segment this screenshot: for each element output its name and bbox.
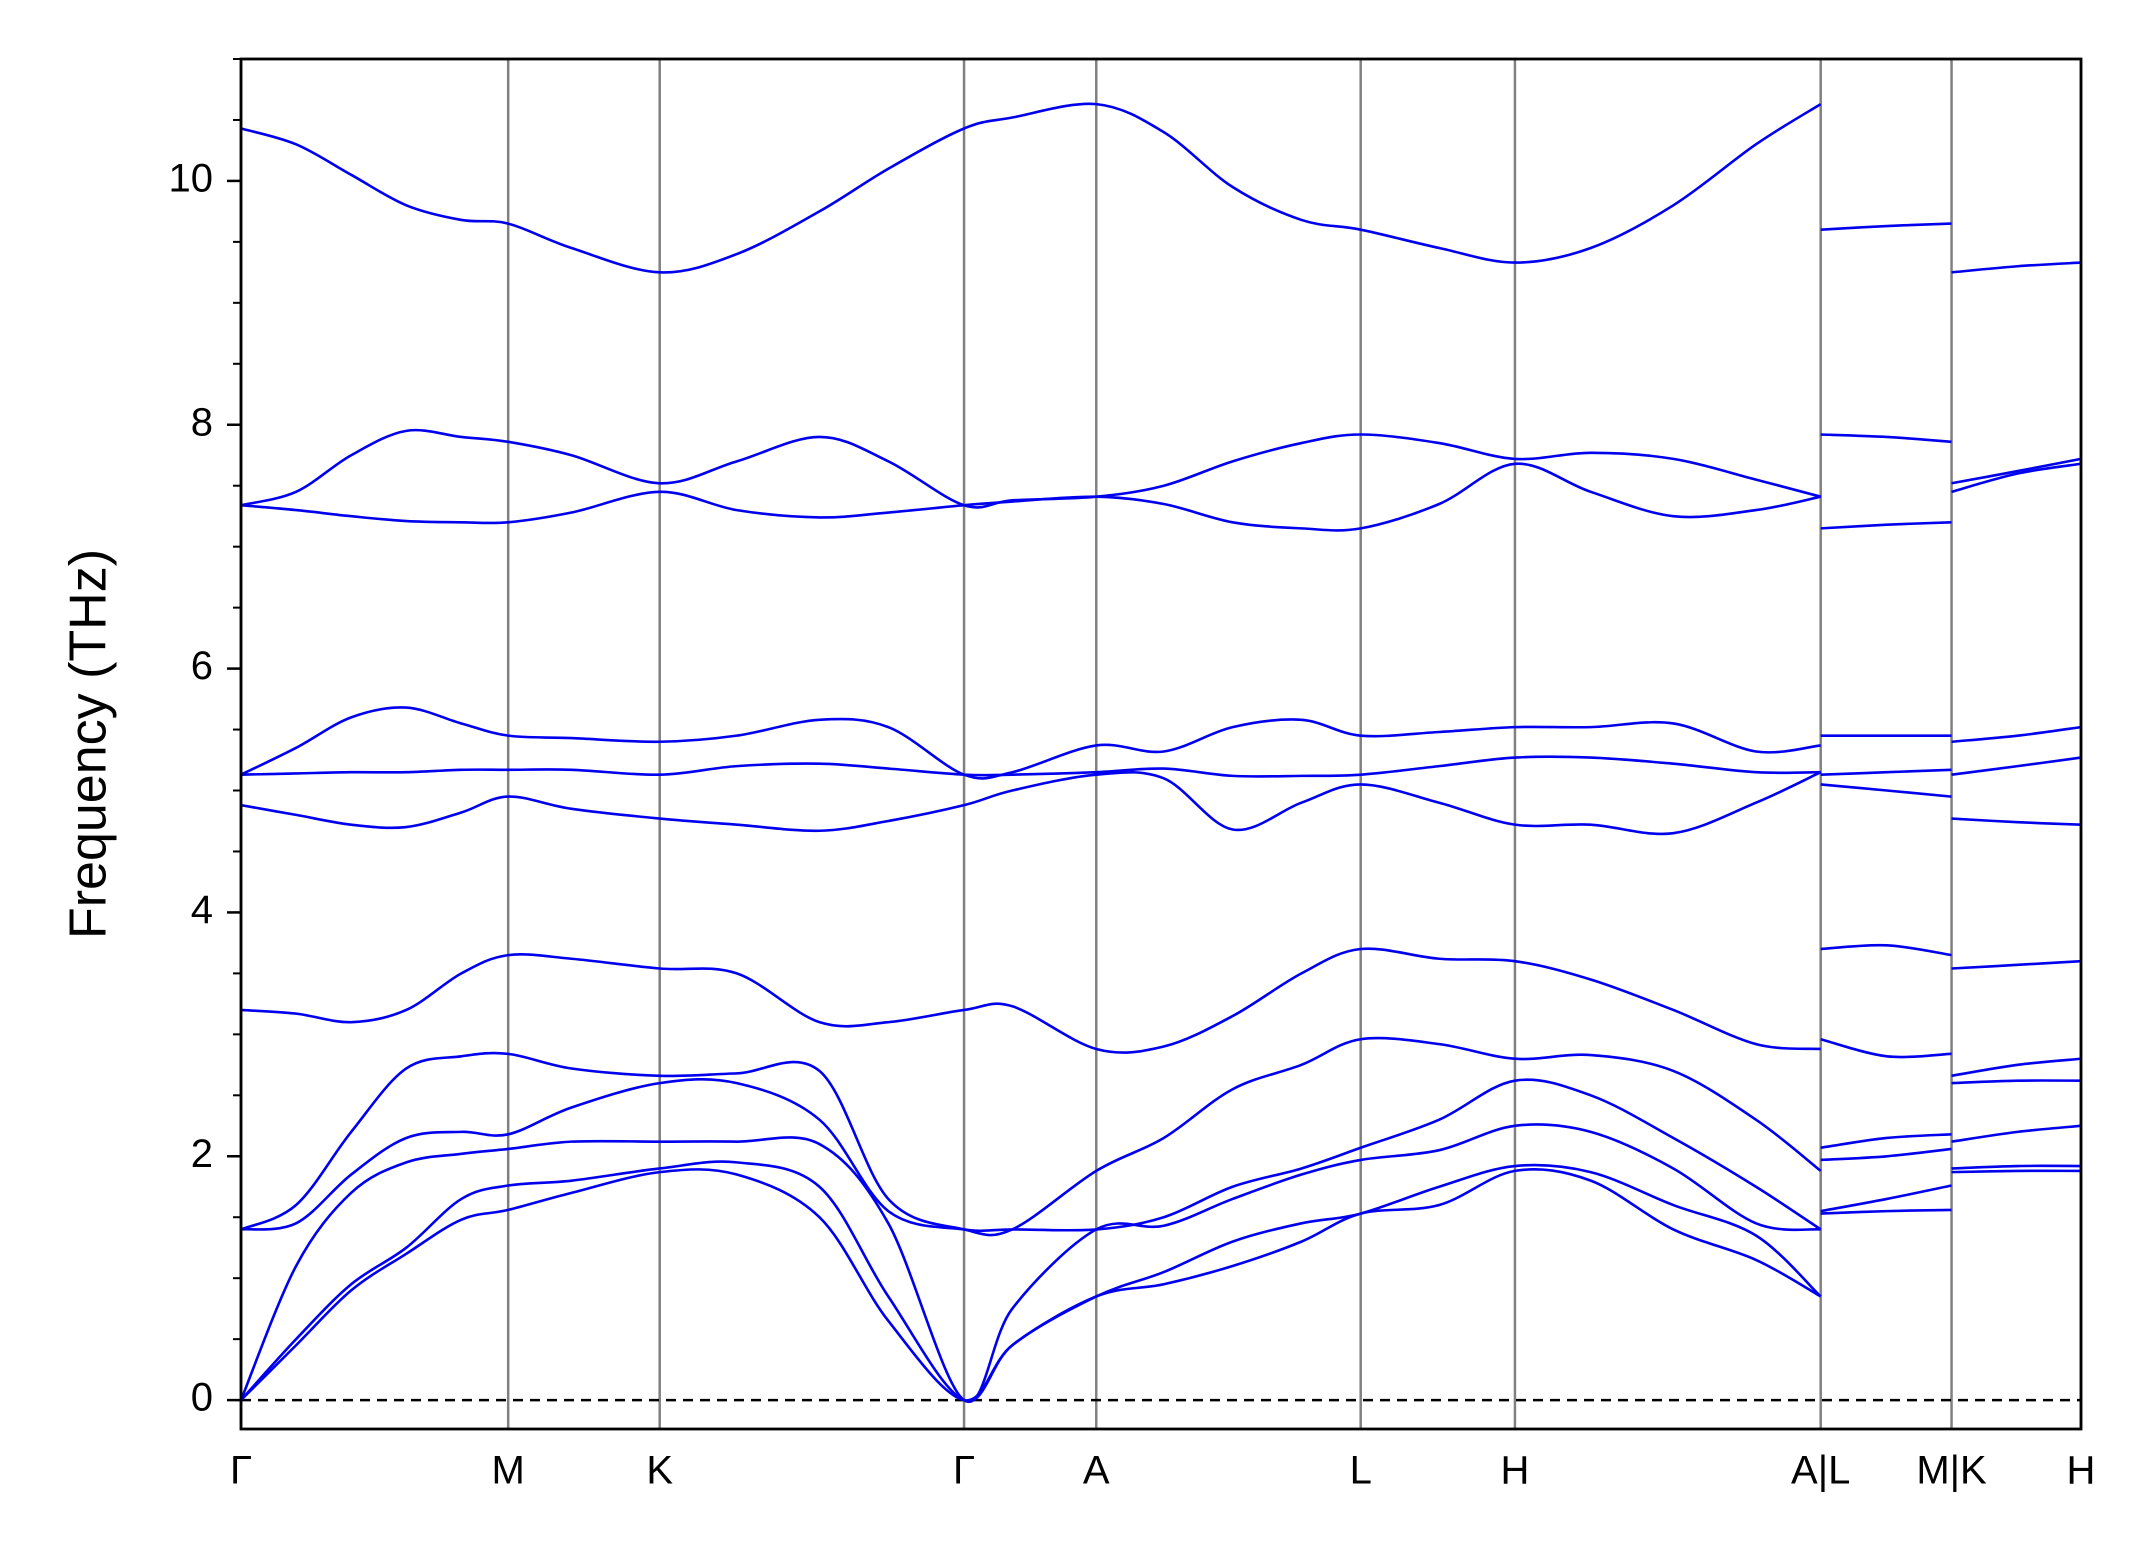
band-line xyxy=(240,1036,2082,1237)
band-line xyxy=(240,1160,2082,1403)
band-line xyxy=(240,462,2082,532)
x-tick-label: A|L xyxy=(1791,1449,1850,1493)
x-tick-label: H xyxy=(1501,1449,1530,1493)
band-line xyxy=(240,706,2082,780)
x-tick-label: H xyxy=(2067,1449,2096,1493)
band-line xyxy=(240,1168,2082,1402)
y-tick-label: 4 xyxy=(191,888,213,932)
x-tick-label: M xyxy=(492,1449,525,1493)
y-tick-label: 8 xyxy=(191,400,213,444)
x-tick-label: Γ xyxy=(953,1449,975,1493)
band-line xyxy=(240,428,2082,509)
y-tick-label: 0 xyxy=(191,1376,213,1420)
x-tick-label: K xyxy=(646,1449,673,1493)
x-tick-label: M|K xyxy=(1916,1449,1987,1493)
band-line xyxy=(240,755,2082,778)
band-line xyxy=(240,771,2082,836)
band-line xyxy=(240,1077,2082,1233)
x-tick-label: L xyxy=(1350,1449,1372,1493)
plot-frame xyxy=(239,57,2083,1431)
y-axis-label: Frequency (THz) xyxy=(60,549,118,939)
band-line xyxy=(240,102,2082,274)
y-tick-label: 10 xyxy=(169,156,214,200)
band-line xyxy=(240,943,2082,1054)
band-line xyxy=(239,1123,2082,1404)
y-tick-label: 6 xyxy=(191,644,213,688)
x-tick-label: Γ xyxy=(230,1449,252,1493)
x-tick-label: A xyxy=(1083,1449,1110,1493)
y-tick-label: 2 xyxy=(191,1132,213,1176)
